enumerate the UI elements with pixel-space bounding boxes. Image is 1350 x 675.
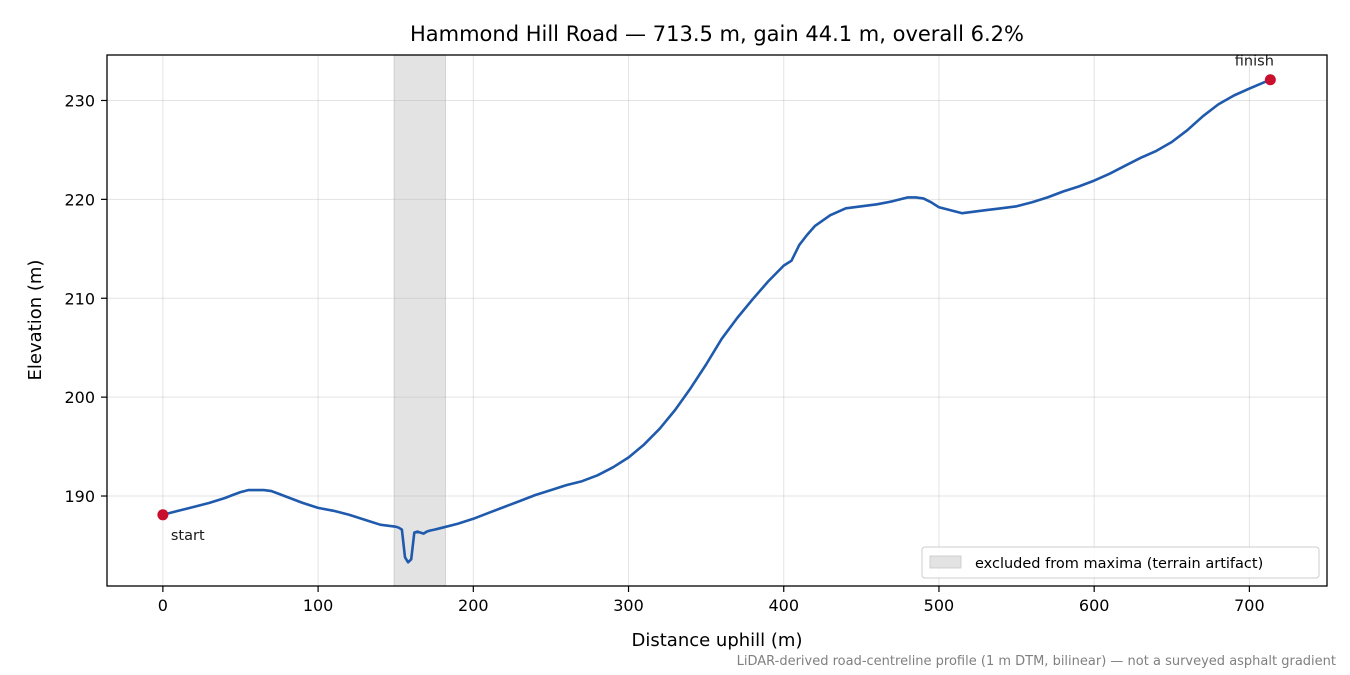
start-marker [157, 509, 169, 521]
plot-area: start finish 0 100 200 300 400 500 600 700 190 200 2… [64, 54, 1328, 615]
legend-box [921, 546, 1320, 579]
chart-title: Hammond Hill Road — 713.5 m, gain 44.1 m… [410, 22, 1024, 46]
excluded-region-band [393, 54, 446, 587]
x-tick-label: 200 [458, 596, 489, 615]
y-tick-label: 200 [64, 388, 95, 407]
x-tick-label: 600 [1079, 596, 1110, 615]
footnote: LiDAR-derived road-centreline profile (1… [737, 654, 1336, 669]
legend: excluded from maxima (terrain artifact) [921, 546, 1320, 579]
x-axis-label: Distance uphill (m) [632, 630, 803, 651]
legend-entry-label: excluded from maxima (terrain artifact) [975, 556, 1263, 572]
x-tick-label: 700 [1234, 596, 1265, 615]
plot-frame [106, 54, 1328, 587]
x-tick-label: 100 [303, 596, 334, 615]
start-label: start [171, 528, 205, 544]
finish-marker [1264, 74, 1276, 86]
elevation-series-line [161, 78, 1272, 564]
legend-swatch [929, 555, 962, 569]
finish-label: finish [1235, 54, 1274, 70]
y-tick-label: 230 [64, 91, 95, 110]
y-tick-label: 210 [64, 289, 95, 308]
x-tick-label: 400 [768, 596, 799, 615]
y-tick-label: 190 [64, 487, 95, 506]
y-tick-label: 220 [64, 190, 95, 209]
x-tick-label: 0 [158, 596, 168, 615]
y-axis-label: Elevation (m) [25, 260, 46, 381]
x-tick-label: 300 [613, 596, 644, 615]
x-tick-label: 500 [924, 596, 955, 615]
